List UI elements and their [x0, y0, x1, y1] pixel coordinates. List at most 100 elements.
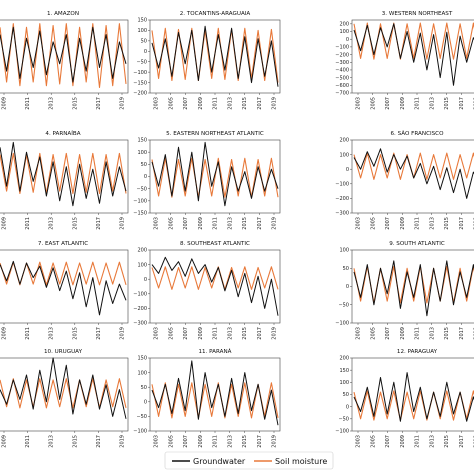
x-tick-label: 2009: [2, 435, 8, 448]
soil-moisture-line: [0, 152, 127, 195]
y-tick-label: 50: [141, 162, 147, 168]
x-tick-label: 2007: [385, 217, 391, 230]
y-tick-label: 0: [144, 174, 147, 180]
plot-frame: [351, 357, 474, 432]
panel-12: 12. PARAGUAY 200 150 100 50 0 −50 −100 2003 2005 2…: [335, 349, 474, 448]
legend-label-soil-moisture: Soil moisture: [275, 457, 327, 466]
panel-title: 5. EASTERN NORTHEAST ATLANTIC: [166, 131, 264, 137]
x-tick-label: 2011: [415, 435, 421, 448]
x-tick-label: 2015: [72, 97, 78, 110]
x-tick-label: 2011: [415, 97, 421, 110]
x-tick-label: 2019: [120, 97, 126, 110]
x-tick-label: 2017: [459, 327, 465, 340]
y-tick-label: 100: [339, 152, 349, 158]
y-tick-label: 100: [339, 29, 349, 35]
panel-10: 10. URUGUAY 2009 2011 2013 2015 2017 2019: [0, 349, 129, 448]
x-tick-label: 2003: [356, 327, 362, 340]
y-tick-label: −300: [133, 321, 147, 327]
x-tick-label: 2003: [356, 435, 362, 448]
x-tick-label: 2007: [183, 327, 189, 340]
plot-frame: [0, 357, 129, 432]
x-tick-label: 2019: [272, 435, 278, 448]
y-tick-label: 0: [346, 404, 349, 410]
x-tick-label: 2015: [444, 97, 450, 110]
panel-4: 4. PARNAÍBA 2009 2011 2013 2015 2017 2019: [0, 130, 129, 230]
panel-8: 8. SOUTHEAST ATLANTIC 200 100 0 −100 −200 −300…: [133, 241, 281, 340]
y-tick-label: 150: [137, 138, 147, 144]
groundwater-line: [353, 372, 474, 422]
y-tick-label: 200: [137, 248, 147, 254]
x-tick-label: 2017: [459, 217, 465, 230]
panel-title: 8. SOUTHEAST ATLANTIC: [180, 241, 250, 247]
y-tick-label: −200: [133, 91, 147, 97]
x-tick-label: 2015: [72, 435, 78, 448]
y-tick-label: 100: [339, 248, 349, 254]
panel-title: 9. SOUTH ATLANTIC: [389, 241, 445, 247]
x-tick-label: 2011: [213, 217, 219, 230]
x-tick-label: 2003: [356, 217, 362, 230]
y-tick-label: 200: [339, 356, 349, 362]
plot-frame: [0, 249, 129, 324]
x-tick-label: 2005: [168, 435, 174, 448]
x-tick-label: 2015: [444, 217, 450, 230]
x-tick-label: 2013: [49, 327, 55, 340]
x-tick-label: 2013: [227, 327, 233, 340]
x-tick-label: 2007: [385, 435, 391, 448]
panel-title: 2. TOCANTINS-ARAGUAIA: [180, 11, 251, 17]
groundwater-line: [0, 26, 127, 83]
x-tick-label: 2007: [183, 97, 189, 110]
y-tick-label: −600: [335, 83, 349, 89]
panel-7: 7. EAST ATLANTIC 2009 2011 2013 2015 2017 2019: [0, 241, 129, 340]
y-tick-label: −100: [133, 70, 147, 76]
x-tick-label: 2005: [168, 217, 174, 230]
x-tick-label: 2017: [257, 327, 263, 340]
x-tick-label: 2013: [49, 217, 55, 230]
panel-6: 6. SÃO FRANCISCO 200 100 0 −100 −200 −300 2003 2…: [335, 130, 474, 230]
y-tick-label: −50: [136, 186, 147, 192]
x-tick-label: 2013: [227, 217, 233, 230]
soil-moisture-line: [353, 152, 474, 180]
x-tick-label: 2011: [213, 435, 219, 448]
x-tick-label: 2015: [242, 327, 248, 340]
x-tick-label: 2009: [2, 97, 8, 110]
y-tick-label: 0: [144, 49, 147, 55]
groundwater-line: [151, 360, 279, 426]
groundwater-line: [353, 23, 474, 86]
y-tick-label: 50: [141, 385, 147, 391]
x-tick-label: 2005: [370, 97, 376, 110]
x-tick-label: 2015: [242, 97, 248, 110]
y-tick-label: −100: [335, 182, 349, 188]
y-tick-label: −100: [133, 292, 147, 298]
x-tick-label: 2019: [120, 435, 126, 448]
panel-title: 7. EAST ATLANTIC: [38, 241, 88, 247]
x-tick-label: 2003: [154, 435, 160, 448]
y-tick-label: −100: [335, 45, 349, 51]
x-tick-label: 2011: [213, 97, 219, 110]
x-tick-label: 2015: [242, 435, 248, 448]
y-tick-label: −150: [133, 211, 147, 217]
y-tick-label: −300: [335, 60, 349, 66]
x-tick-label: 2015: [444, 435, 450, 448]
x-tick-label: 2011: [415, 217, 421, 230]
x-tick-label: 2013: [429, 435, 435, 448]
x-tick-label: 2009: [2, 327, 8, 340]
y-tick-label: −150: [133, 80, 147, 86]
x-tick-label: 2017: [96, 217, 102, 230]
y-tick-label: 100: [137, 28, 147, 34]
y-tick-label: 100: [137, 370, 147, 376]
x-tick-label: 2017: [96, 327, 102, 340]
x-tick-label: 2011: [213, 327, 219, 340]
x-tick-label: 2017: [257, 435, 263, 448]
x-tick-label: 2019: [272, 327, 278, 340]
y-tick-label: 0: [346, 284, 349, 290]
y-tick-label: 100: [339, 380, 349, 386]
soil-moisture-line: [151, 266, 279, 290]
y-tick-label: 200: [339, 138, 349, 144]
panel-9: 9. SOUTH ATLANTIC 100 50 0 −50 −100 2003 2005 20…: [335, 241, 474, 340]
groundwater-line: [353, 148, 474, 199]
y-tick-label: −200: [133, 306, 147, 312]
panel-title: 1. AMAZON: [47, 11, 79, 17]
y-tick-label: −200: [335, 52, 349, 58]
panel-5: 5. EASTERN NORTHEAST ATLANTIC 150 100 50 0 −5…: [133, 131, 281, 230]
